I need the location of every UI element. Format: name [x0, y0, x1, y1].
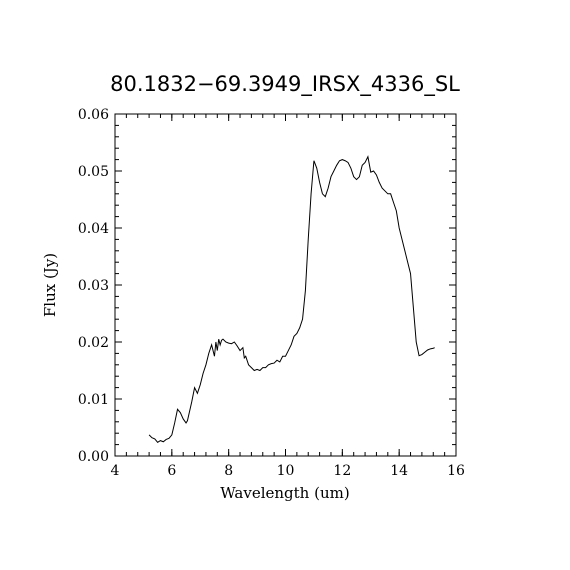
y-tick-label: 0.03 — [78, 278, 109, 294]
x-tick-label: 12 — [333, 463, 351, 479]
y-tick-label: 0.06 — [78, 107, 109, 123]
y-tick-label: 0.02 — [78, 335, 109, 351]
y-tick-label: 0.04 — [78, 221, 109, 237]
y-tick-label: 0.05 — [78, 164, 109, 180]
x-tick-label: 16 — [447, 463, 465, 479]
y-tick-label: 0.00 — [78, 449, 109, 465]
x-tick-label: 14 — [390, 463, 408, 479]
x-axis-title: Wavelength (um) — [220, 484, 349, 502]
series-line — [148, 155, 435, 443]
x-tick-label: 6 — [167, 463, 176, 479]
x-tick-label: 10 — [277, 463, 295, 479]
x-tick-label: 8 — [224, 463, 233, 479]
y-axis-title: Flux (Jy) — [41, 253, 59, 317]
x-tick-label: 4 — [111, 463, 120, 479]
tick-labels-group: 4 6 8 10 12 14 16 0.00 0.01 0.02 0.03 0.04 0.05 0.06 — [78, 107, 465, 479]
axes-group — [114, 113, 457, 457]
chart-title: 80.1832−69.3949_IRSX_4336_SL — [110, 72, 460, 97]
y-tick-label: 0.01 — [78, 392, 109, 408]
